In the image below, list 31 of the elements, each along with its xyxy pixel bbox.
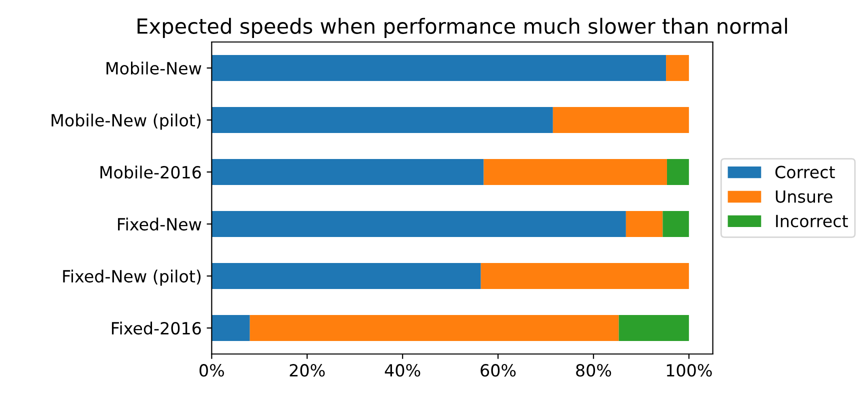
x-tick-label: 100% [666,364,712,377]
bar [662,211,689,237]
bar [666,55,689,81]
bar [250,315,619,341]
x-tick-label: 40% [384,364,420,377]
bar [212,159,484,185]
y-tick-label: Fixed-2016 [112,322,201,335]
bar [212,315,250,341]
x-tick-label: 20% [290,364,325,377]
y-tick-label: Mobile-2016 [100,166,201,179]
bar [618,315,689,341]
y-tick-label: Fixed-New [118,218,202,231]
bar [626,211,663,237]
bar [212,263,481,289]
bar [552,107,689,133]
bar [212,211,626,237]
chart-title: Expected speeds when performance much slower than normal [138,18,787,38]
bar [666,159,689,185]
bar [212,55,666,81]
x-tick-label: 0% [200,364,224,377]
bar [480,263,689,289]
bar [484,159,667,185]
bar [212,107,553,133]
y-tick-label: Mobile-New (pilot) [52,114,201,130]
legend-label: Correct [775,166,835,178]
legend-label: Unsure [776,190,832,203]
legend-label: Incorrect [776,214,848,228]
x-tick-label: 60% [480,364,516,377]
y-tick-label: Fixed-New (pilot) [63,270,201,286]
y-tick-label: Mobile-New [106,62,202,75]
x-tick-label: 80% [576,364,612,377]
